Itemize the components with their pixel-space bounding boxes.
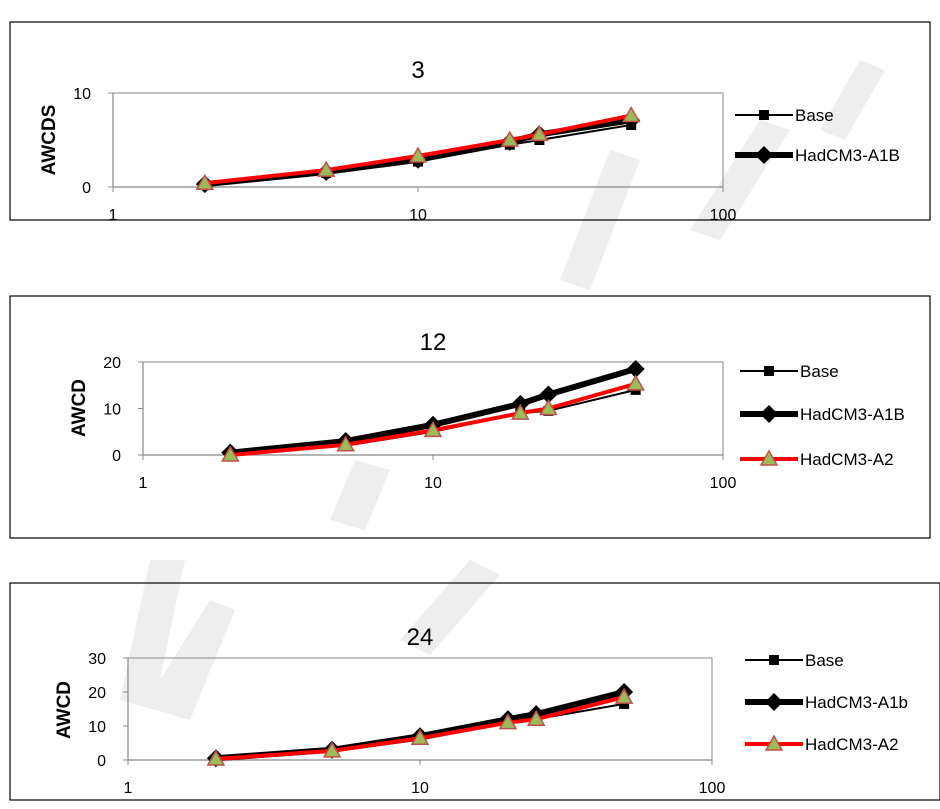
- chart-title: 24: [407, 624, 434, 651]
- x-tick-label: 10: [409, 207, 427, 224]
- chart-frame: [9, 582, 940, 801]
- legend-label: HadCM3-A1b: [805, 693, 908, 712]
- data-point: [539, 385, 558, 404]
- data-point: [408, 146, 428, 163]
- chart-frame: [9, 295, 931, 539]
- legend: Base HadCM3-A1B HadCM3-A2: [740, 362, 905, 469]
- legend-label: HadCM3-A2: [805, 735, 899, 754]
- x-tick-label: 100: [710, 207, 737, 224]
- data-point: [614, 687, 634, 704]
- x-tick-label: 1: [124, 780, 133, 797]
- series-line: [230, 381, 637, 457]
- legend: Base HadCM3-A1b HadCM3-A2: [745, 651, 908, 754]
- y-tick-label: 10: [103, 402, 121, 419]
- data-point: [539, 398, 558, 416]
- legend-marker: [764, 366, 774, 376]
- data-point: [316, 160, 336, 177]
- legend-marker: [765, 693, 783, 711]
- data-point: [410, 728, 430, 745]
- legend-label: Base: [805, 651, 844, 670]
- chart-panel-2: 12 AWCD 0 10 20 1 10 100 Base HadCM3-A1B HadCM3-A2: [9, 295, 931, 539]
- y-axis-label: AWCD: [54, 681, 75, 739]
- x-tick-label: 1: [109, 207, 118, 224]
- series-3: [206, 687, 634, 766]
- legend: Base HadCM3-A1B: [735, 106, 900, 165]
- legend-label: HadCM3-A1B: [795, 146, 900, 165]
- y-tick-label: 0: [97, 753, 106, 770]
- data-point: [626, 374, 645, 391]
- data-point: [511, 403, 530, 420]
- data-point: [336, 435, 355, 452]
- series-2: [221, 359, 645, 462]
- x-tick-label: 10: [411, 780, 429, 797]
- legend-label: Base: [800, 362, 839, 381]
- series-line: [204, 113, 632, 186]
- series-line: [215, 695, 625, 761]
- chart-frame: [9, 21, 931, 221]
- chart-panel-1: 3 AWCDS 0 10 1 10 100 Base HadCM3-A1B: [9, 21, 931, 224]
- series-line: [215, 689, 625, 762]
- data-point: [498, 713, 518, 730]
- data-point: [530, 124, 549, 142]
- legend-label: Base: [795, 106, 834, 125]
- y-tick-label: 0: [82, 180, 91, 197]
- data-point: [500, 130, 520, 147]
- series-line: [204, 123, 632, 187]
- chart-title: 3: [411, 57, 424, 84]
- legend-label: HadCM3-A2: [800, 450, 894, 469]
- series-line: [229, 366, 637, 456]
- legend-marker: [764, 734, 784, 751]
- data-point: [619, 698, 630, 709]
- x-tick-label: 100: [710, 475, 737, 492]
- chart-panel-3: 24 AWCD 0 10 20 30 1 10 100 Base HadCM3-A1b HadCM3-…: [9, 582, 940, 801]
- x-tick-label: 10: [424, 475, 442, 492]
- legend-marker: [769, 655, 779, 665]
- data-point: [221, 445, 240, 462]
- y-axis-label: AWCDS: [39, 105, 60, 176]
- data-point: [423, 420, 443, 438]
- legend-label: HadCM3-A1B: [800, 405, 905, 424]
- y-tick-label: 10: [88, 719, 106, 736]
- data-point: [195, 173, 215, 190]
- data-point: [206, 749, 226, 766]
- y-axis-label: AWCD: [69, 379, 90, 437]
- legend-marker: [759, 110, 769, 120]
- data-point: [626, 359, 645, 378]
- data-point: [526, 709, 546, 726]
- legend-marker: [760, 405, 778, 423]
- y-tick-label: 10: [73, 86, 91, 103]
- chart-title: 12: [420, 329, 447, 356]
- data-point: [626, 119, 637, 130]
- legend-marker: [755, 146, 773, 164]
- y-tick-label: 20: [88, 685, 106, 702]
- data-point: [322, 741, 342, 758]
- legend-marker: [759, 449, 779, 466]
- x-tick-label: 1: [139, 475, 148, 492]
- series-3: [221, 374, 645, 462]
- y-tick-label: 30: [88, 651, 106, 668]
- x-tick-label: 100: [699, 780, 726, 797]
- y-tick-label: 20: [103, 355, 121, 372]
- y-tick-label: 0: [112, 448, 121, 465]
- data-point: [621, 106, 641, 123]
- series-3: [195, 106, 641, 190]
